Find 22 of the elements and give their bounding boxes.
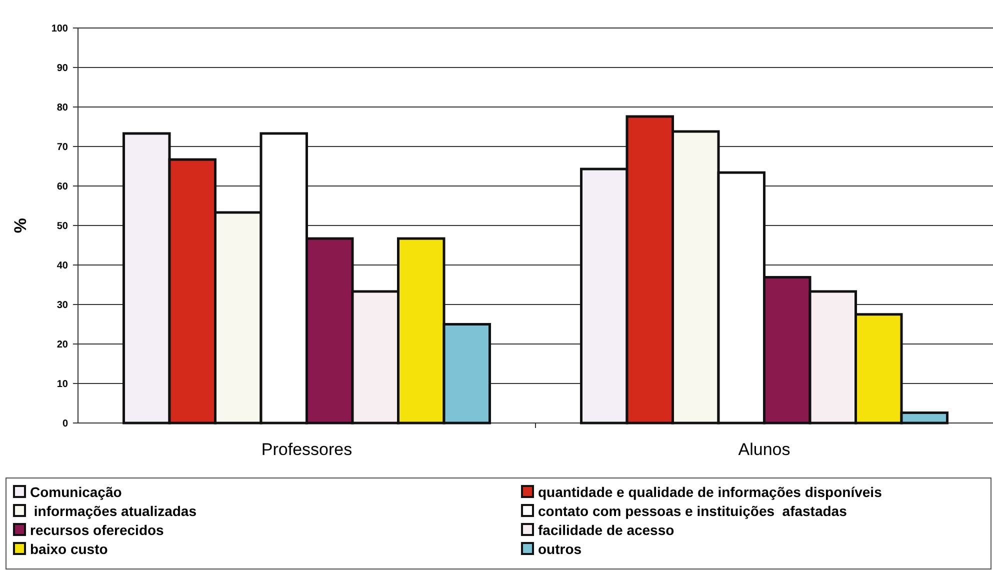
legend-label: baixo custo <box>30 540 108 557</box>
x-tick-label: Professores <box>261 440 352 459</box>
y-tick-label: 60 <box>56 182 68 192</box>
y-tick-label: 20 <box>56 340 68 350</box>
y-tick-label: 40 <box>56 260 68 272</box>
legend-label: Comunicação <box>30 484 122 500</box>
y-axis-title: % <box>11 218 30 234</box>
x-tick-label: Alunos <box>738 440 790 459</box>
legend-label: contato com pessoas e instituições afastadas <box>538 502 848 519</box>
y-tick-label: 100 <box>51 24 68 34</box>
y-tick-label: 0 <box>62 418 68 430</box>
legend-label: recursos oferecidos <box>30 522 164 538</box>
legend-label: facilidade de acesso <box>538 522 674 538</box>
legend-label: quantidade e qualidade de informações disponíveis <box>538 484 882 500</box>
y-tick-label: 50 <box>56 221 68 232</box>
legend-label: outros <box>538 540 582 557</box>
y-tick-label: 80 <box>56 102 68 114</box>
y-tick-label: 30 <box>56 300 68 311</box>
legend-label: informações atualizadas <box>30 502 197 519</box>
y-tick-label: 70 <box>56 142 68 153</box>
y-tick-label: 10 <box>56 379 68 390</box>
y-tick-label: 90 <box>56 63 68 74</box>
